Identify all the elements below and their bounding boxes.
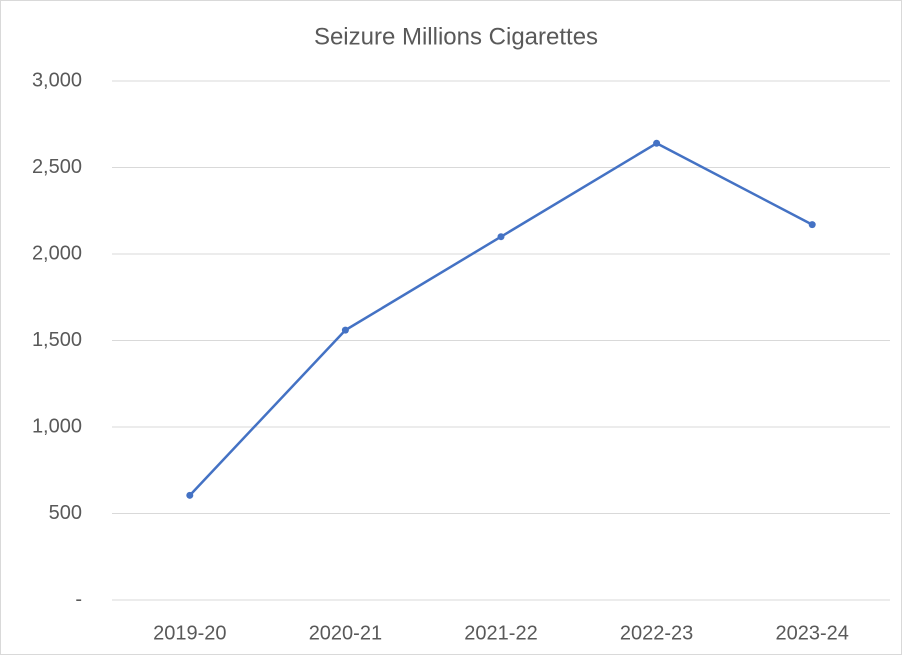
y-tick-label: 3,000 [32,69,82,91]
chart-title: Seizure Millions Cigarettes [314,23,598,50]
y-tick-label: - [75,588,82,610]
y-tick-label: 2,000 [32,242,82,264]
x-tick-label: 2023-24 [775,622,848,644]
data-point [341,326,349,334]
x-tick-label: 2022-23 [620,622,693,644]
y-tick-label: 500 [49,502,82,524]
data-point [653,139,661,147]
y-tick-label: 2,500 [32,156,82,178]
x-tick-label: 2021-22 [464,622,537,644]
data-point [497,233,505,241]
data-point [186,491,194,499]
y-tick-label: 1,000 [32,415,82,437]
x-tick-label: 2020-21 [309,622,382,644]
y-tick-label: 1,500 [32,329,82,351]
data-point [808,221,816,229]
x-tick-label: 2019-20 [153,622,226,644]
